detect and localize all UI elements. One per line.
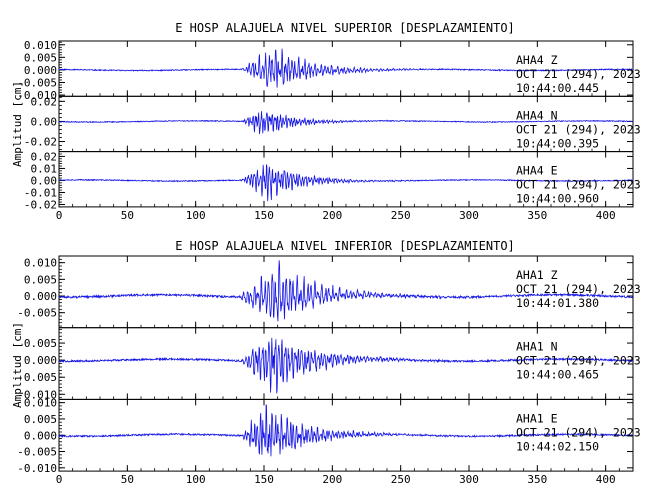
lower-panel-z-date: OCT 21 (294), 2023: [516, 282, 641, 296]
upper-panel-e-ytick-label: -0.02: [24, 198, 57, 211]
lower-panel-e-trace: [58, 404, 634, 457]
lower-panel-n-station: AHA1 N: [516, 340, 558, 354]
lower-xtick-label: 350: [527, 473, 547, 486]
lower-panel-n-trace: [58, 337, 634, 394]
upper-xtick-label: 150: [254, 209, 274, 222]
lower-panel-e-date: OCT 21 (294), 2023: [516, 425, 641, 439]
lower-panel-n-ytick-label: -0.010: [17, 388, 57, 401]
upper-panel-z-ytick-label: -0.010: [17, 89, 57, 102]
upper-title: E HOSP ALAJUELA NIVEL SUPERIOR [DESPLAZA…: [175, 21, 515, 35]
upper-panel-z-ytick-label: 0.010: [24, 39, 57, 52]
upper-panel-n-time: 10:44:00.395: [516, 136, 599, 150]
upper-x-axis: 0 50 100 150 200 250 300 350 400: [56, 209, 616, 222]
upper-panel-e-frame: [58, 151, 634, 208]
lower-panel-e-ytick-label: -0.005: [17, 446, 57, 459]
upper-ylabel: Amplitud [cm]: [11, 81, 24, 167]
upper-xtick-label: 350: [527, 209, 547, 222]
upper-xtick-label: 50: [121, 209, 134, 222]
lower-panel-e-ytick-label: 0.010: [24, 397, 57, 410]
lower-chart: E HOSP ALAJUELA NIVEL INFERIOR [DESPLAZA…: [11, 239, 641, 486]
lower-xtick-label: 150: [254, 473, 274, 486]
lower-panel-z-trace: [58, 260, 634, 322]
lower-panel-e-ytick-label: 0.005: [24, 413, 57, 426]
lower-panel-e-ytick-label: 0.000: [24, 429, 57, 442]
lower-xtick-label: 300: [459, 473, 479, 486]
lower-panel-e-station: AHA1 E: [516, 411, 558, 425]
lower-panel-e-time: 10:44:02.150: [516, 439, 599, 453]
lower-xtick-label: 250: [391, 473, 411, 486]
upper-panel-z-ytick-label: 0.000: [24, 64, 57, 77]
lower-title: E HOSP ALAJUELA NIVEL INFERIOR [DESPLAZA…: [175, 239, 515, 253]
lower-xtick-label: 400: [596, 473, 616, 486]
lower-xtick-label: 0: [56, 473, 63, 486]
lower-ylabel: Amplitud [cm]: [11, 322, 24, 408]
lower-panel-n-time: 10:44:00.465: [516, 368, 599, 382]
upper-panel-z-date: OCT 21 (294), 2023: [516, 67, 641, 81]
lower-panel-n-ytick-label: 0.000: [24, 354, 57, 367]
upper-xtick-label: 200: [322, 209, 342, 222]
upper-panel-e-ytick-label: 0.00: [31, 174, 58, 187]
upper-panel-e-ytick-label: 0.02: [31, 150, 58, 163]
upper-xtick-label: 300: [459, 209, 479, 222]
upper-chart: E HOSP ALAJUELA NIVEL SUPERIOR [DESPLAZA…: [11, 21, 641, 222]
upper-panel-z-ytick-label: 0.005: [24, 51, 57, 64]
lower-panel-z-ytick-label: 0.005: [24, 273, 57, 286]
lower-x-axis: 0 50 100 150 200 250 300 350 400: [56, 473, 616, 486]
upper-panel-e-date: OCT 21 (294), 2023: [516, 178, 641, 192]
upper-panel-e-trace: [58, 164, 634, 202]
upper-panel-n-trace: [58, 111, 634, 135]
upper-panel-n-ytick-label: 0.02: [31, 95, 58, 108]
upper-panel-e-ytick-label: 0.01: [31, 162, 58, 175]
upper-panel-n-station: AHA4 N: [516, 108, 558, 122]
upper-panel-z-station: AHA4 Z: [516, 53, 558, 67]
lower-panel-e-ytick-label: -0.010: [17, 462, 57, 475]
upper-panel-e-station: AHA4 E: [516, 164, 558, 178]
upper-xtick-label: 0: [56, 209, 63, 222]
lower-panel-z-ytick-label: -0.005: [17, 307, 57, 320]
lower-panel-z-station: AHA1 Z: [516, 268, 558, 282]
lower-panel-z-ytick-label: 0.000: [24, 290, 57, 303]
upper-xtick-label: 250: [391, 209, 411, 222]
lower-xtick-label: 200: [322, 473, 342, 486]
lower-panel-z-ytick-label: 0.010: [24, 257, 57, 270]
upper-panel-z-time: 10:44:00.445: [516, 81, 599, 95]
upper-panel-n-ytick-label: 0.00: [31, 115, 58, 128]
upper-panel-e-time: 10:44:00.960: [516, 192, 599, 206]
lower-panel-z-time: 10:44:01.380: [516, 296, 599, 310]
lower-panel-n-date: OCT 21 (294), 2023: [516, 354, 641, 368]
lower-panel-n-ytick-label: 0.005: [24, 337, 57, 350]
upper-panel-z-ytick-label: -0.005: [17, 76, 57, 89]
upper-panel-e-ytick-label: -0.01: [24, 186, 57, 199]
upper-panel-z-trace: [58, 48, 634, 88]
upper-panel-n-date: OCT 21 (294), 2023: [516, 122, 641, 136]
upper-panel-n-ytick-label: -0.02: [24, 136, 57, 149]
upper-xtick-label: 400: [596, 209, 616, 222]
upper-xtick-label: 100: [186, 209, 206, 222]
lower-xtick-label: 50: [121, 473, 134, 486]
lower-xtick-label: 100: [186, 473, 206, 486]
lower-panel-n-ytick-label: -0.005: [17, 371, 57, 384]
